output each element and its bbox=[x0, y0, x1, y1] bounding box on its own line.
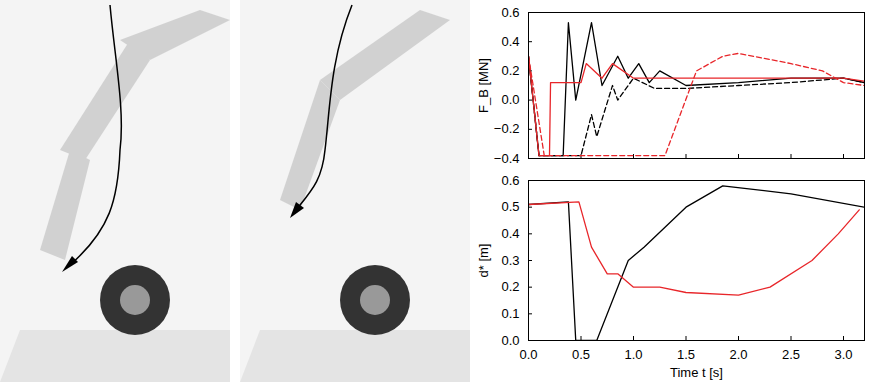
svg-text:0.2: 0.2 bbox=[501, 63, 519, 78]
svg-text:0.5: 0.5 bbox=[572, 347, 590, 362]
svg-text:2.0: 2.0 bbox=[729, 347, 747, 362]
svg-text:−0.4: −0.4 bbox=[494, 151, 520, 166]
svg-text:0.1: 0.1 bbox=[501, 306, 519, 321]
svg-text:0.0: 0.0 bbox=[519, 347, 537, 362]
svg-text:1.0: 1.0 bbox=[624, 347, 642, 362]
svg-text:0.0: 0.0 bbox=[501, 92, 519, 107]
svg-text:1.5: 1.5 bbox=[677, 347, 695, 362]
svg-text:F_B [MN]: F_B [MN] bbox=[476, 58, 491, 113]
svg-text:0.0: 0.0 bbox=[501, 333, 519, 348]
svg-text:0.4: 0.4 bbox=[501, 226, 519, 241]
svg-text:−0.2: −0.2 bbox=[494, 121, 520, 136]
svg-text:0.6: 0.6 bbox=[501, 5, 519, 20]
svg-text:0.5: 0.5 bbox=[501, 199, 519, 214]
svg-text:0.6: 0.6 bbox=[501, 173, 519, 188]
svg-text:2.5: 2.5 bbox=[782, 347, 800, 362]
svg-text:Time t [s]: Time t [s] bbox=[670, 365, 723, 380]
svg-text:3.0: 3.0 bbox=[834, 347, 852, 362]
svg-text:0.4: 0.4 bbox=[501, 34, 519, 49]
svg-text:d* [m]: d* [m] bbox=[476, 244, 491, 278]
svg-text:0.3: 0.3 bbox=[501, 253, 519, 268]
svg-text:0.2: 0.2 bbox=[501, 279, 519, 294]
